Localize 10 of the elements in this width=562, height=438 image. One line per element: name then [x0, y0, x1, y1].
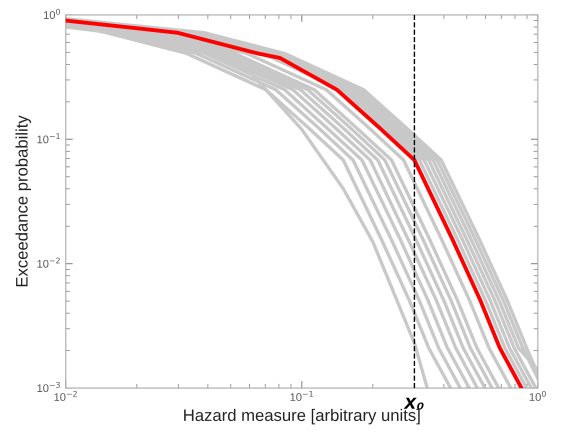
y-tick-label: 10$^{−3}$	[37, 382, 60, 392]
y-tick-label: 10$^{−1}$	[37, 133, 60, 144]
x-tick-label: 10$^{0}$	[530, 390, 546, 402]
y-tick-label: 10$^{−2}$	[37, 258, 60, 268]
x-axis-title: Hazard measure [arbitrary units]	[184, 408, 420, 424]
x-tick-label: 10$^{−1}$	[290, 390, 313, 402]
y-tick-label: 10$^{0}$	[44, 8, 60, 19]
y-axis-title: Exceedance probability	[15, 115, 32, 286]
x-tick-label: 10$^{−2}$	[54, 390, 77, 402]
ref-line-label: x₀	[404, 398, 424, 410]
